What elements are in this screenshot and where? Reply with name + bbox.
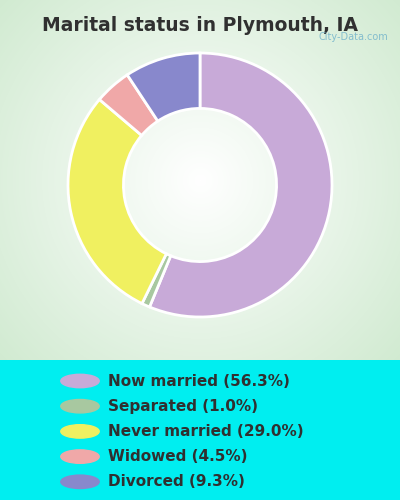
Text: Marital status in Plymouth, IA: Marital status in Plymouth, IA xyxy=(42,16,358,35)
Text: Divorced (9.3%): Divorced (9.3%) xyxy=(108,474,245,490)
Circle shape xyxy=(61,424,99,438)
Text: City-Data.com: City-Data.com xyxy=(318,32,388,42)
Text: Now married (56.3%): Now married (56.3%) xyxy=(108,374,290,388)
Wedge shape xyxy=(142,254,171,307)
Text: Separated (1.0%): Separated (1.0%) xyxy=(108,398,258,413)
Text: Widowed (4.5%): Widowed (4.5%) xyxy=(108,449,248,464)
Circle shape xyxy=(61,475,99,488)
Wedge shape xyxy=(150,53,332,317)
Circle shape xyxy=(61,400,99,413)
Wedge shape xyxy=(127,53,200,121)
Circle shape xyxy=(61,450,99,464)
Wedge shape xyxy=(68,100,166,304)
Text: Never married (29.0%): Never married (29.0%) xyxy=(108,424,304,439)
Circle shape xyxy=(61,374,99,388)
Wedge shape xyxy=(100,75,158,136)
